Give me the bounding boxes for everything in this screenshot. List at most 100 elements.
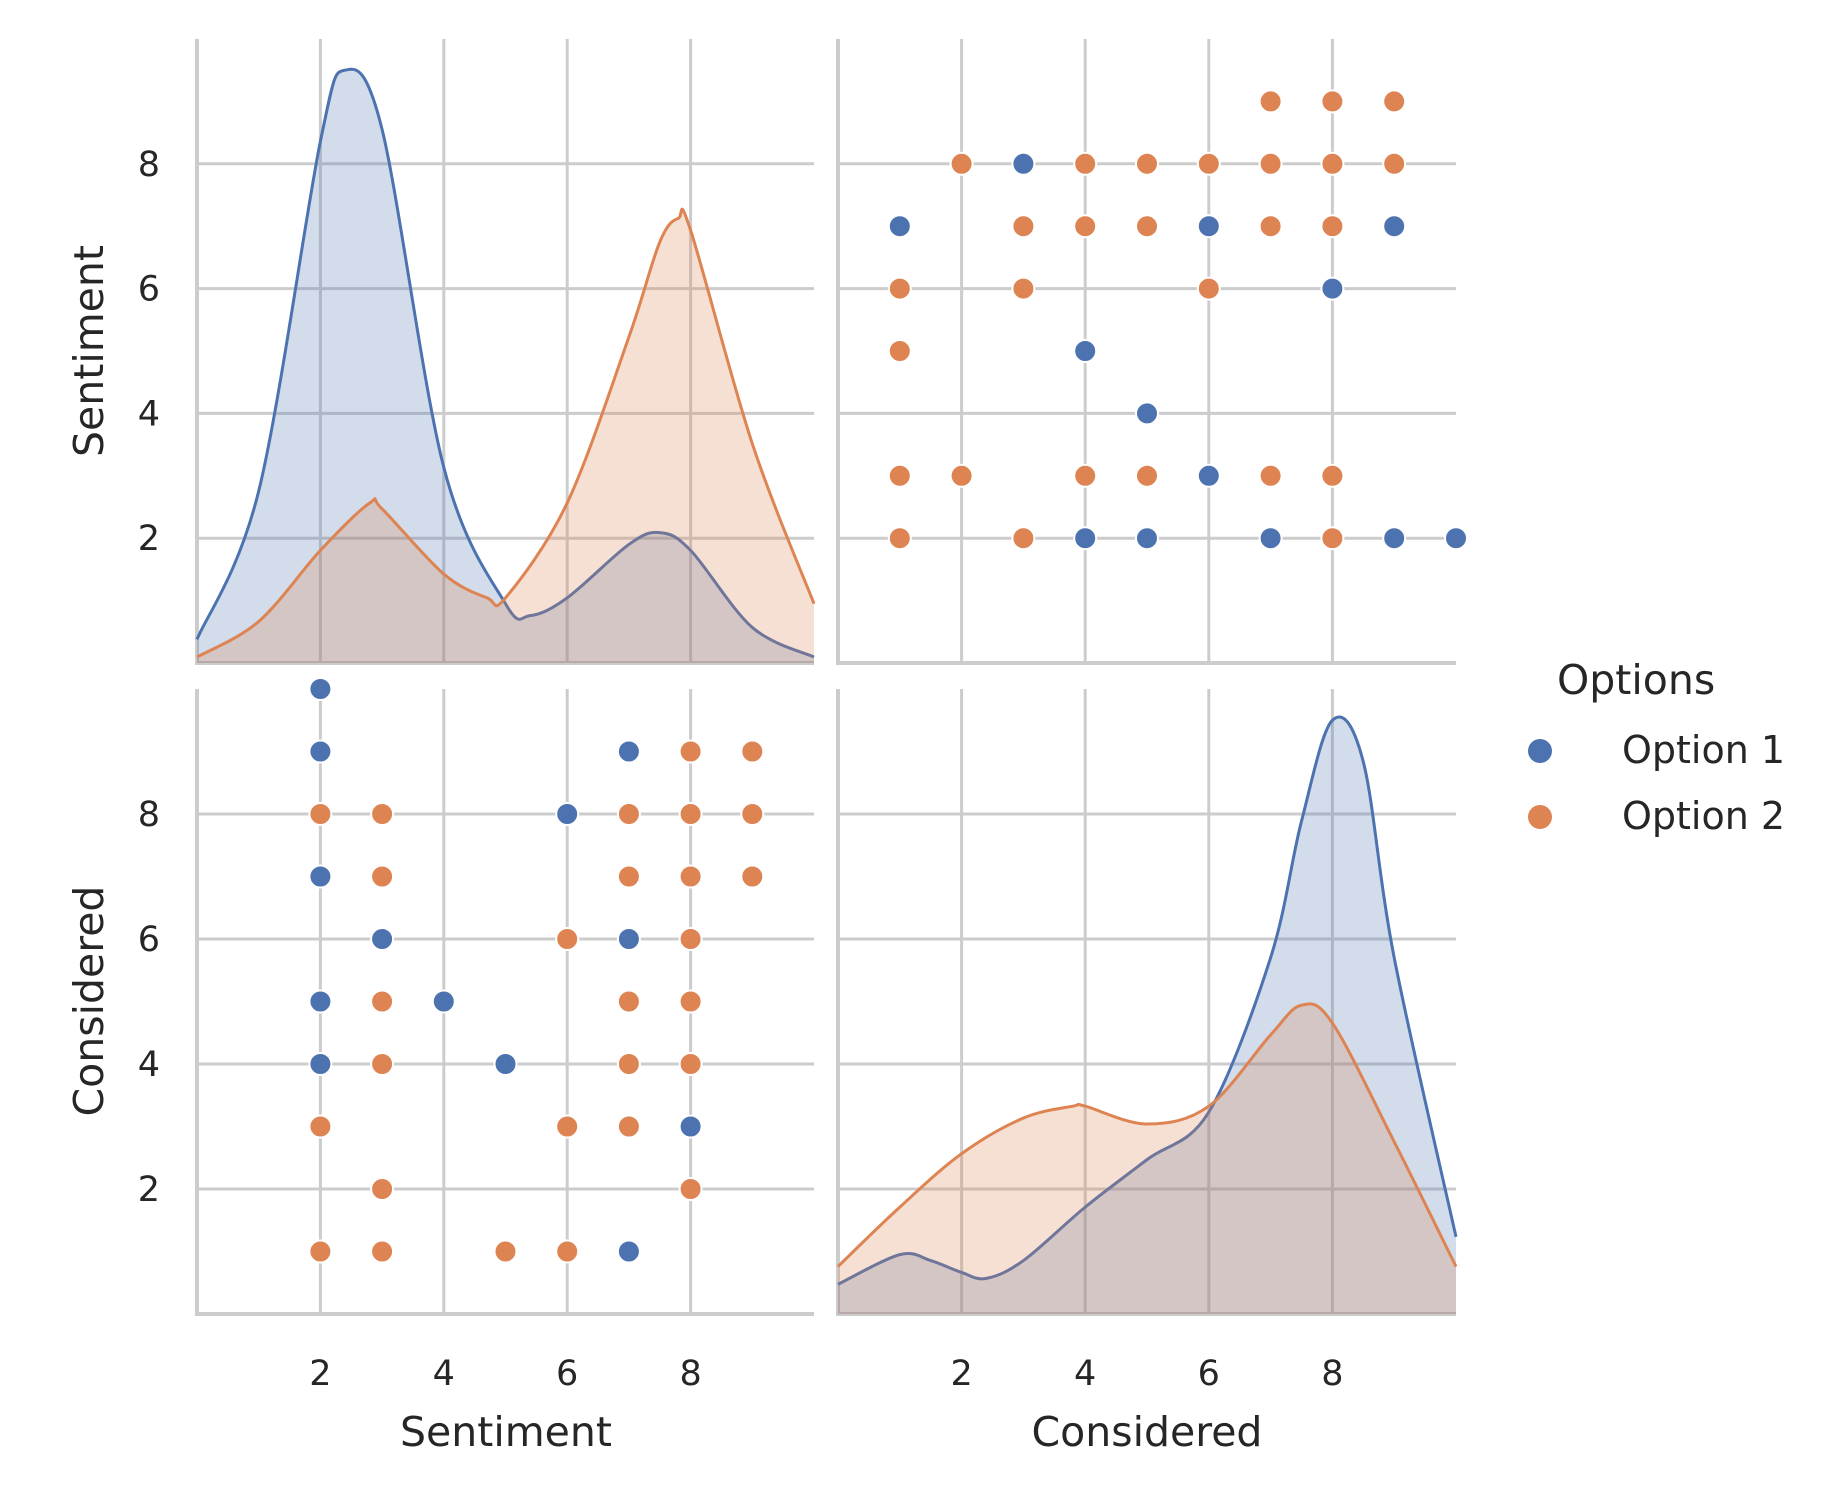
y-tick-label: 6 — [138, 920, 160, 960]
point-option-2 — [1258, 214, 1283, 239]
kde-line-option-2 — [836, 1002, 1458, 1268]
point-option-2 — [678, 927, 703, 951]
point-option-1 — [616, 739, 641, 764]
point-option-2 — [616, 989, 641, 1014]
panel-sentiment-vs-considered: 2 4 6 8 2 4 6 8 — [138, 677, 814, 1394]
point-option-1 — [308, 864, 333, 889]
x-tick-label: 8 — [1321, 1354, 1343, 1394]
point-option-2 — [616, 1052, 641, 1076]
kde-fill-option-2 — [838, 1003, 1456, 1314]
point-option-1 — [1196, 463, 1221, 488]
legend-marker-option-1 — [1528, 739, 1552, 763]
point-option-1 — [1135, 401, 1159, 426]
point-option-2 — [1320, 89, 1345, 114]
point-option-2 — [887, 276, 912, 301]
point-option-2 — [740, 802, 765, 826]
kde-fill-option-2 — [197, 209, 814, 663]
kde-line-option-2 — [196, 207, 816, 659]
point-option-2 — [555, 1239, 580, 1264]
panel-sentiment-vs-sentiment: 2 4 6 8 — [138, 39, 816, 665]
point-option-1 — [1382, 526, 1407, 551]
col-label-sentiment: Sentiment — [400, 1408, 612, 1456]
point-option-1 — [887, 214, 912, 239]
point-option-2 — [1382, 151, 1407, 176]
y-tick-label: 2 — [138, 1170, 160, 1210]
point-option-2 — [678, 802, 703, 826]
point-option-2 — [555, 1114, 580, 1139]
kde-fill-option-1 — [838, 716, 1456, 1314]
kde-line-option-1 — [837, 715, 1458, 1286]
point-option-2 — [1073, 151, 1098, 176]
point-option-2 — [1258, 463, 1283, 488]
row-label-sentiment: Sentiment — [65, 245, 113, 457]
row-label-considered: Considered — [65, 886, 113, 1117]
point-option-1 — [616, 927, 641, 951]
point-option-2 — [1073, 463, 1098, 488]
point-option-2 — [1320, 526, 1345, 551]
point-option-2 — [308, 1114, 333, 1139]
point-option-2 — [308, 1239, 333, 1264]
point-option-1 — [1073, 339, 1098, 363]
x-tick-label: 2 — [309, 1354, 331, 1394]
point-option-2 — [493, 1239, 518, 1264]
point-option-1 — [678, 1114, 703, 1139]
point-option-2 — [555, 927, 580, 951]
point-option-1 — [493, 1052, 518, 1076]
y-tick-label: 2 — [138, 519, 160, 559]
point-option-1 — [370, 927, 395, 951]
point-option-1 — [1135, 526, 1159, 551]
point-option-1 — [1382, 214, 1407, 239]
y-tick-label: 4 — [138, 1045, 160, 1085]
point-option-2 — [1320, 151, 1345, 176]
point-option-2 — [678, 1052, 703, 1076]
point-option-2 — [1135, 214, 1159, 239]
point-option-2 — [887, 463, 912, 488]
panel-considered-vs-considered: 2 4 6 8 — [836, 689, 1458, 1394]
point-option-2 — [616, 864, 641, 889]
point-option-1 — [1196, 214, 1221, 239]
point-option-2 — [370, 1239, 395, 1264]
point-option-2 — [678, 864, 703, 889]
point-option-2 — [1135, 463, 1159, 488]
x-tick-label: 8 — [679, 1354, 701, 1394]
x-tick-label: 2 — [950, 1354, 972, 1394]
point-option-2 — [370, 802, 395, 826]
point-option-2 — [678, 1177, 703, 1201]
point-option-2 — [370, 1177, 395, 1201]
point-option-2 — [1011, 276, 1036, 301]
x-tick-label: 4 — [1074, 1354, 1096, 1394]
point-option-1 — [1258, 526, 1283, 551]
y-tick-label: 6 — [138, 270, 160, 310]
point-option-1 — [1011, 151, 1036, 176]
point-option-1 — [1073, 526, 1098, 551]
y-tick-label: 4 — [138, 394, 160, 434]
point-option-2 — [1073, 214, 1098, 239]
point-option-1 — [308, 989, 333, 1014]
legend-label-option-2: Option 2 — [1622, 794, 1785, 838]
point-option-2 — [1320, 463, 1345, 488]
point-option-1 — [308, 1052, 333, 1076]
point-option-2 — [616, 802, 641, 826]
point-option-2 — [370, 1052, 395, 1076]
point-option-2 — [1135, 151, 1159, 176]
point-option-2 — [1320, 214, 1345, 239]
legend: Options Option 1 Option 2 — [1528, 656, 1785, 838]
x-tick-label: 6 — [556, 1354, 578, 1394]
point-option-2 — [949, 151, 974, 176]
kde-line-option-1 — [195, 67, 815, 659]
point-option-2 — [1196, 151, 1221, 176]
point-option-1 — [616, 1239, 641, 1264]
point-option-2 — [678, 739, 703, 764]
point-option-2 — [1258, 151, 1283, 176]
legend-title: Options — [1557, 656, 1715, 704]
kde-fill-option-1 — [197, 69, 814, 664]
point-option-2 — [740, 864, 765, 889]
point-option-2 — [949, 463, 974, 488]
point-option-2 — [1196, 276, 1221, 301]
point-option-2 — [887, 526, 912, 551]
point-option-2 — [1258, 89, 1283, 114]
point-option-2 — [1382, 89, 1407, 114]
y-tick-label: 8 — [138, 795, 160, 835]
point-option-1 — [308, 739, 333, 764]
